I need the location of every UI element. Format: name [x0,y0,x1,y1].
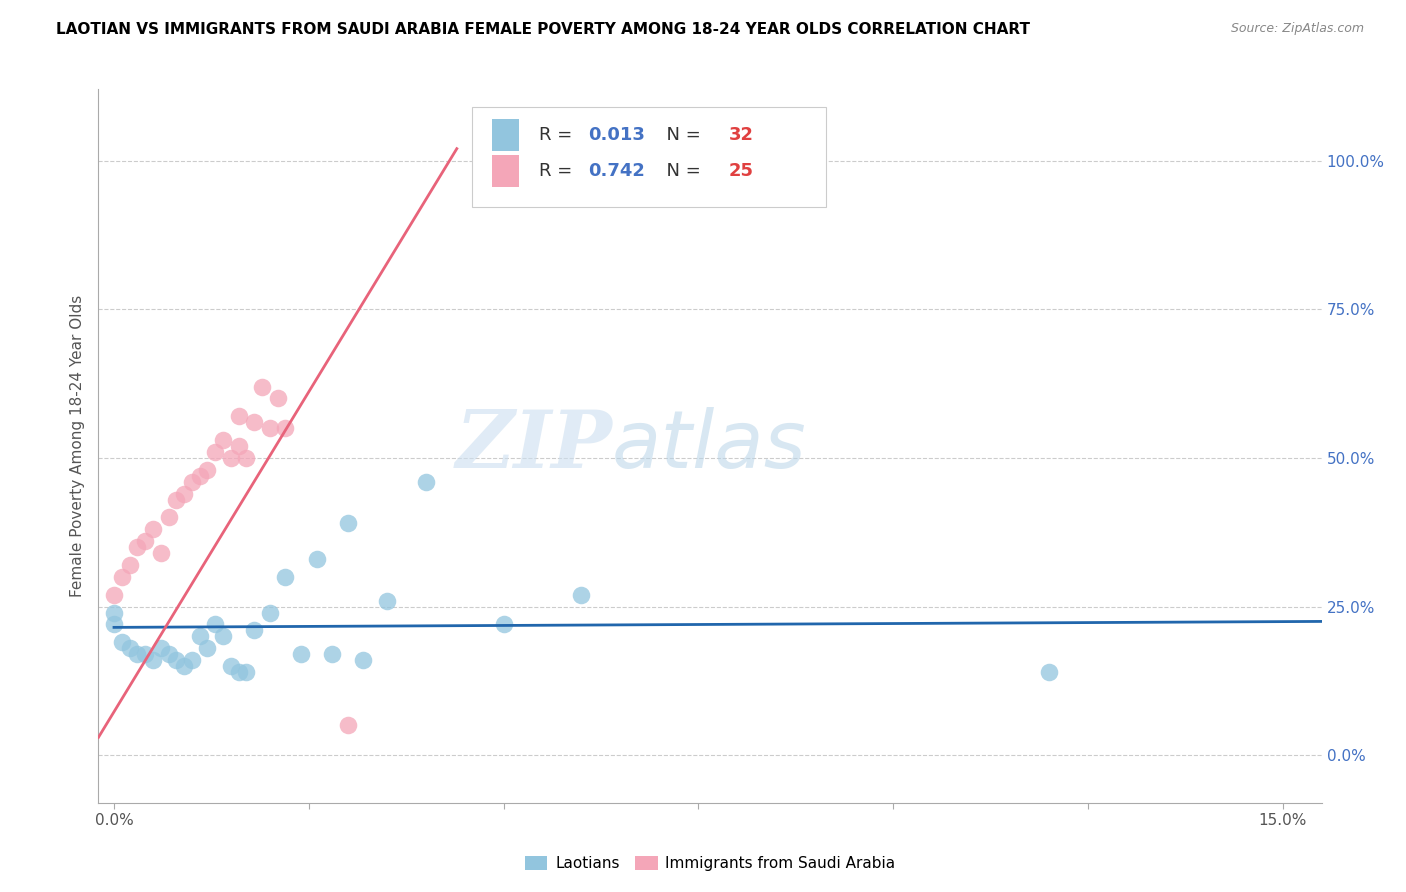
Point [173,659,195,673]
Text: Source: ZipAtlas.com: Source: ZipAtlas.com [1230,22,1364,36]
Point [204,617,226,632]
Point [274,570,297,584]
Point [290,647,312,661]
Point [219,659,242,673]
Point [111,570,134,584]
Point [228,409,250,424]
Point [188,468,211,483]
Point [188,629,211,643]
Point [127,647,149,661]
Point [134,534,156,549]
Point [180,475,202,489]
Point [235,450,257,465]
Point [375,593,398,607]
Point [134,647,156,661]
Point [103,588,125,602]
Point [103,606,125,620]
Point [180,653,202,667]
Point [336,516,359,531]
Point [197,463,219,477]
Text: N =: N = [655,126,706,144]
Point [103,617,125,632]
Point [149,641,172,656]
Point [336,718,359,732]
Text: 25: 25 [728,162,754,180]
Text: 0.742: 0.742 [588,162,644,180]
Point [157,510,180,524]
Point [259,421,281,435]
Point [142,653,165,667]
Point [266,392,288,406]
Point [165,492,187,507]
Point [197,641,219,656]
Point [243,624,266,638]
Point [228,665,250,679]
Point [157,647,180,661]
Text: 32: 32 [728,126,754,144]
Point [111,635,134,649]
Point [352,653,374,667]
Y-axis label: Female Poverty Among 18-24 Year Olds: Female Poverty Among 18-24 Year Olds [69,295,84,597]
Point [250,379,273,393]
Point [571,588,593,602]
Point [173,486,195,500]
Text: 0.013: 0.013 [588,126,644,144]
Point [212,629,235,643]
Point [118,558,141,572]
Legend: Laotians, Immigrants from Saudi Arabia: Laotians, Immigrants from Saudi Arabia [519,850,901,877]
Text: R =: R = [538,126,578,144]
Text: N =: N = [655,162,706,180]
FancyBboxPatch shape [471,107,827,207]
Point [321,647,343,661]
Point [305,552,328,566]
Point [142,522,165,536]
Text: LAOTIAN VS IMMIGRANTS FROM SAUDI ARABIA FEMALE POVERTY AMONG 18-24 YEAR OLDS COR: LAOTIAN VS IMMIGRANTS FROM SAUDI ARABIA … [56,22,1031,37]
Point [243,415,266,429]
Point [118,641,141,656]
Point [415,475,437,489]
Point [127,540,149,554]
Point [204,445,226,459]
Point [228,439,250,453]
Point [149,546,172,560]
Point [274,421,297,435]
Point [212,433,235,447]
Point [235,665,257,679]
Point [219,450,242,465]
Point [165,653,187,667]
Text: ZIP: ZIP [456,408,612,484]
Text: atlas: atlas [612,407,807,485]
Point [492,617,515,632]
Point [1038,665,1060,679]
FancyBboxPatch shape [492,119,519,151]
FancyBboxPatch shape [492,155,519,187]
Point [259,606,281,620]
Text: R =: R = [538,162,578,180]
